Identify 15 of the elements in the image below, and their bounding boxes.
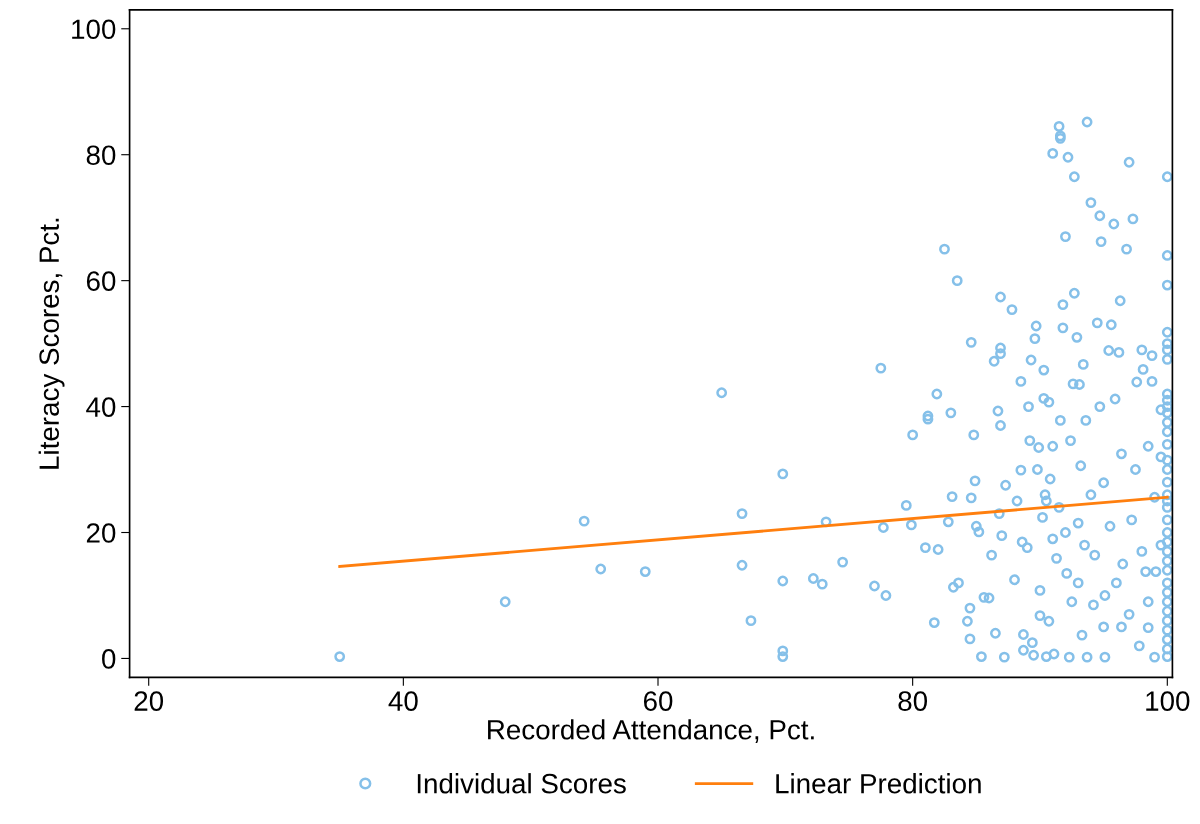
y-tick-label: 20 (86, 523, 116, 543)
y-tick-label: 100 (72, 19, 116, 40)
x-tick-label: 60 (643, 691, 673, 711)
y-tick-label: 40 (86, 397, 116, 417)
x-tick-label: 80 (898, 691, 928, 711)
y-axis-title: Literacy Scores, Pct. (38, 218, 65, 469)
x-tick-label: 40 (388, 691, 418, 711)
x-axis-title: Recorded Attendance, Pct. (488, 719, 814, 743)
x-tick-label: 20 (134, 691, 164, 711)
y-tick-label: 0 (102, 649, 116, 669)
y-tick-label: 60 (86, 271, 116, 291)
y-tick-label: 80 (86, 145, 116, 166)
legend-label: Individual Scores (417, 773, 626, 794)
legend-label: Linear Prediction (776, 773, 981, 794)
x-tick-label: 100 (1146, 691, 1190, 711)
